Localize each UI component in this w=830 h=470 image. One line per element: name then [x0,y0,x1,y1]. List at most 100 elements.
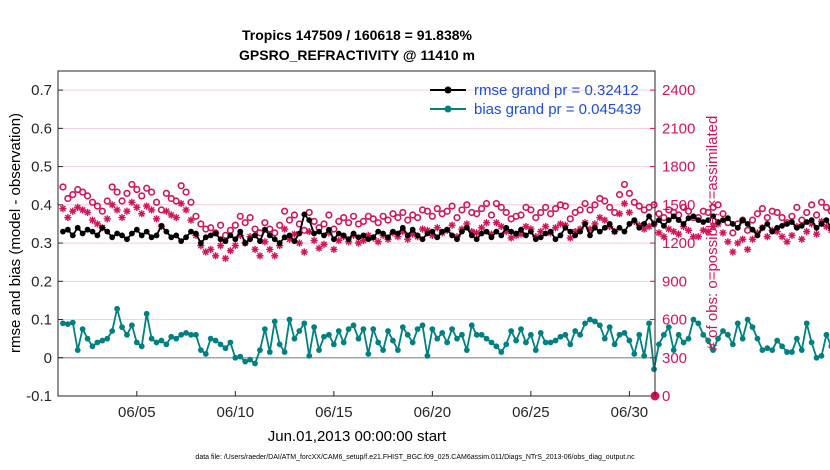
y-left-tick-label: 0 [44,350,52,367]
assimilated-mark-d2 [138,210,145,217]
rmse-point [651,221,657,227]
assimilated-mark-d2 [335,237,342,244]
possible-obs-point [128,180,136,189]
assimilated-mark-d2 [207,246,214,253]
rmse-point [818,221,825,227]
rmse-point [153,232,160,239]
assimilated-mark-d2 [739,236,746,243]
assimilated-mark-d2 [493,219,500,226]
rmse-point [764,221,771,227]
assimilated-obs-point [271,252,279,260]
rmse-point [601,224,608,231]
bias-point [434,335,441,342]
bias-point [454,335,460,342]
assimilated-obs-point [93,220,102,228]
assimilated-obs-point [172,213,180,222]
assimilated-mark-d2 [798,236,805,243]
possible-obs-point [374,219,382,227]
possible-obs-point [517,211,525,219]
bias-point [326,331,332,338]
rmse-point [202,234,209,241]
assimilated-mark-d2 [685,227,692,234]
possible-obs-point [394,213,402,222]
possible-obs-point [413,213,422,222]
possible-obs-point [433,205,441,213]
assimilated-mark-d2 [178,200,185,207]
rmse-point [621,228,628,235]
bias-point [636,331,643,338]
rmse-point [434,234,441,241]
assimilated-mark-d2 [744,246,751,253]
bias-point [291,335,298,342]
bias-point [429,326,436,332]
assimilated-obs-point [133,203,141,211]
rmse-point [734,224,741,231]
possible-obs-point [542,203,550,211]
assimilated-obs-point [734,239,742,247]
rmse-point [577,228,584,235]
bias-point [390,337,396,344]
legend-bias-marker [444,105,452,113]
rmse-point [769,228,776,235]
rmse-point [547,228,554,235]
bias-point [64,321,71,328]
rmse-point [286,232,293,239]
rmse-point [611,228,618,235]
rmse-point [444,226,451,233]
rmse-point [119,232,125,239]
data-file-footnote: data file: /Users/raeder/DAI/ATM_forcXX/… [195,454,635,461]
rmse-point [680,221,687,227]
bias-point [784,349,790,355]
rmse-point [631,217,638,224]
possible-obs-point [822,203,830,211]
assimilated-mark-d2 [89,217,96,224]
rmse-point [567,228,574,235]
rmse-point [616,224,623,231]
bias-point [779,343,785,350]
assimilated-obs-point [305,227,313,236]
possible-obs-point [103,197,111,205]
possible-obs-point [192,212,200,220]
assimilated-obs-point [739,235,747,243]
bias-point [84,335,91,342]
possible-obs-point [443,207,451,215]
possible-obs-point [497,203,505,211]
assimilated-obs-point [374,238,382,246]
bias-point [601,335,608,342]
bias-point [518,326,524,332]
bias-point [685,335,692,342]
bias-point [577,331,584,338]
assimilated-obs-point [354,239,363,247]
assimilated-obs-point [596,213,604,222]
possible-obs-point [276,221,284,229]
assimilated-mark-d2 [143,203,150,210]
possible-obs-point [59,183,67,191]
assimilated-obs-point [684,226,693,234]
possible-obs-point [98,207,106,215]
bias-point [173,335,180,342]
assimilated-obs-point [482,219,491,227]
bias-point [631,351,638,357]
rmse-point [700,219,707,225]
assimilated-obs-point [212,252,220,260]
assimilated-obs-point [620,199,629,208]
bias-point [257,347,263,354]
possible-obs-point [182,188,190,196]
bias-point [705,337,712,344]
rmse-point [803,219,810,225]
bias-point [764,345,771,352]
bias-point [237,353,244,360]
bias-point [365,351,372,357]
bias-point [330,341,337,348]
possible-obs-point [138,192,146,200]
rmse-point [276,240,283,246]
rmse-point [109,234,116,241]
assimilated-mark-d2 [705,228,712,235]
rmse-point [754,232,761,239]
rmse-point [498,232,505,239]
bias-point [355,335,362,342]
possible-obs-point [123,189,131,197]
y-left-tick-label: 0.6 [31,120,52,137]
rmse-point [394,230,401,237]
rmse-point [261,226,268,233]
